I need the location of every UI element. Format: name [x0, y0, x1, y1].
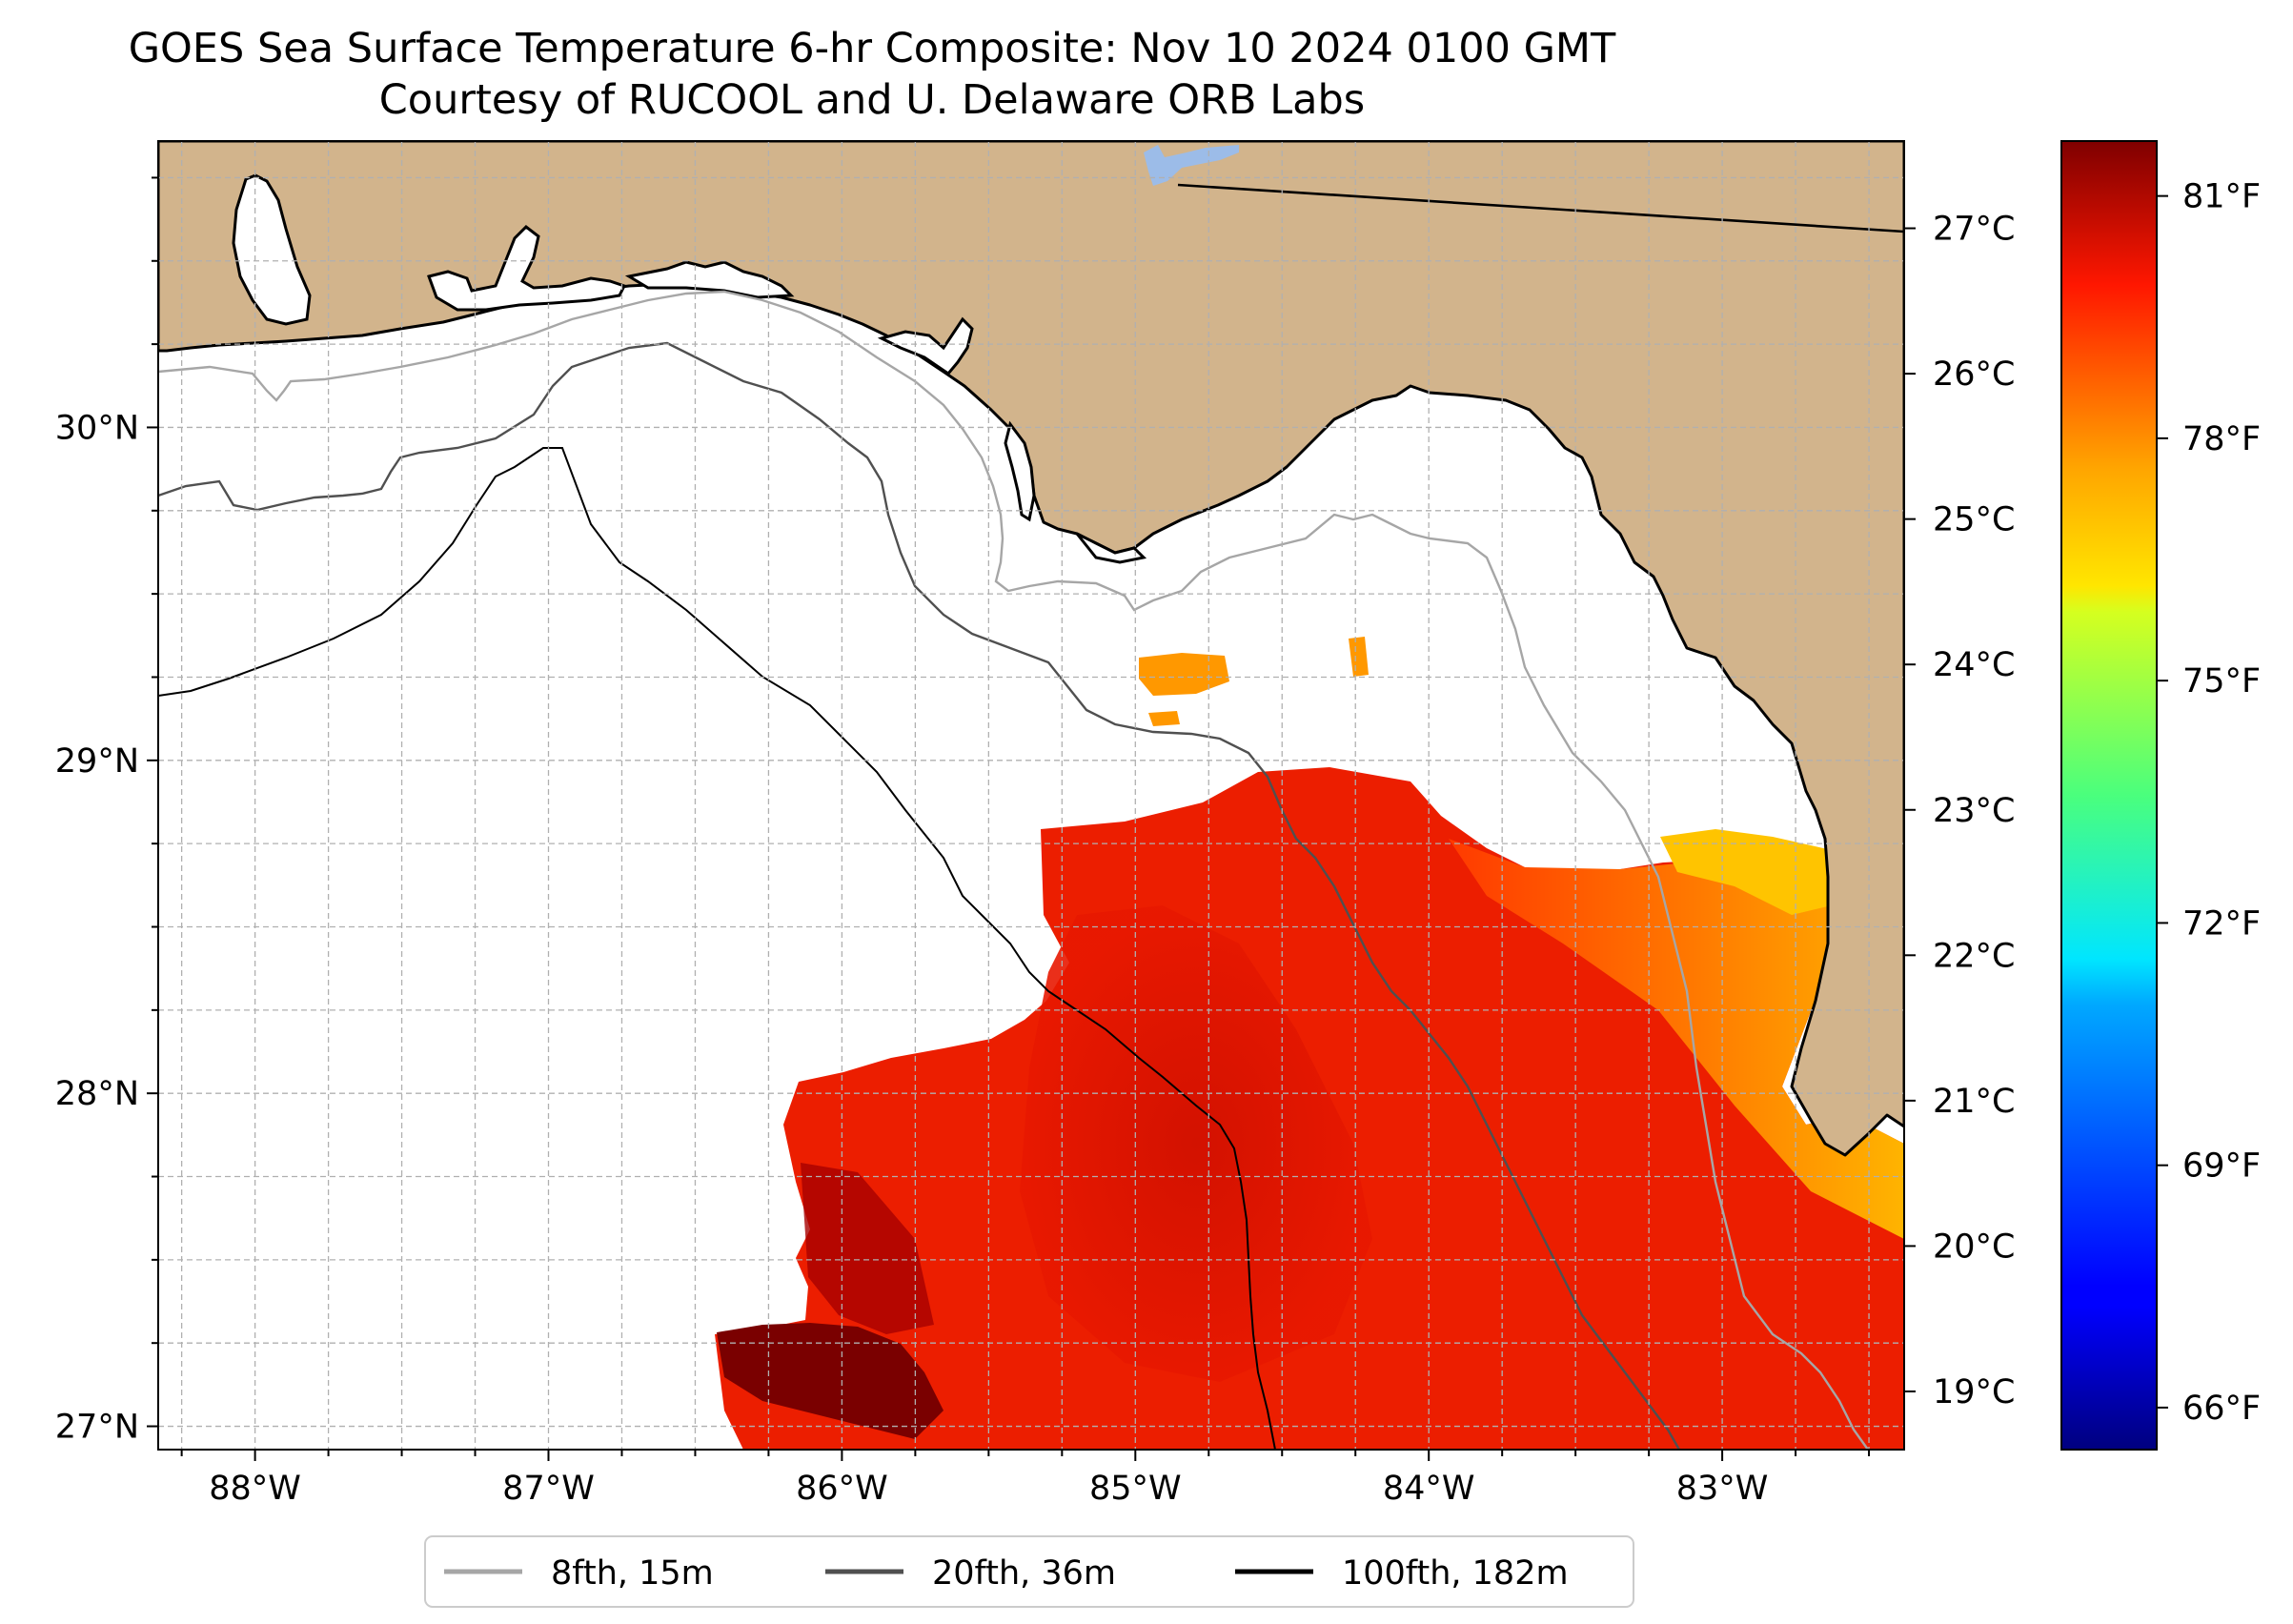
celsius-axis: 19°C 20°C 21°C 22°C 23°C 24°C 25°C 26°C 27°C [1904, 211, 2015, 1411]
lon-tick-label: 86°W [796, 1470, 888, 1508]
sst-isolated-patch-2 [1349, 637, 1369, 677]
fahrenheit-axis: 66°F 69°F 72°F 75°F 78°F 81°F [2157, 178, 2261, 1428]
map-axes: 88°W 87°W 86°W 85°W 84°W 83°W 27°N 28°N 29°N 30°… [55, 140, 2015, 1508]
fahrenheit-tick-label: 69°F [2182, 1147, 2261, 1186]
sst-northeast-yellow [1660, 829, 1832, 915]
celsius-tick-label: 25°C [1933, 501, 2015, 539]
lake-seminole [1144, 145, 1239, 186]
lon-tick-label: 87°W [502, 1470, 595, 1508]
legend: 8fth, 15m 20fth, 36m 100fth, 182m [424, 1535, 1634, 1608]
celsius-tick-label: 19°C [1933, 1373, 2015, 1411]
celsius-tick-label: 26°C [1933, 355, 2015, 394]
fahrenheit-tick-label: 72°F [2182, 904, 2261, 943]
map-subtitle: Courtesy of RUCOOL and U. Delaware ORB L… [378, 76, 1366, 124]
isobath-8fth [158, 290, 1869, 1450]
legend-label: 8fth, 15m [551, 1554, 714, 1593]
state-border [1177, 183, 1904, 233]
bay-stgeorge [1004, 420, 1036, 522]
legend-box [424, 1535, 1634, 1608]
lon-tick-label: 84°W [1383, 1470, 1475, 1508]
celsius-tick-label: 22°C [1933, 937, 2015, 975]
celsius-tick-label: 20°C [1933, 1228, 2015, 1266]
sst-west-dark-patch [717, 1323, 944, 1439]
lat-tick-label: 29°N [55, 742, 139, 781]
sst-field [715, 637, 1904, 1450]
map-frame [157, 140, 1905, 1451]
legend-label: 20fth, 36m [932, 1554, 1116, 1593]
map-title: GOES Sea Surface Temperature 6-hr Compos… [128, 25, 1616, 72]
colorbar-gradient [2060, 140, 2158, 1451]
celsius-tick-label: 27°C [1933, 211, 2015, 249]
latitude-axis: 27°N 28°N 29°N 30°N [55, 176, 158, 1447]
celsius-tick-label: 23°C [1933, 792, 2015, 830]
celsius-tick-label: 24°C [1933, 646, 2015, 684]
bay-mobile [232, 173, 312, 326]
bay-choctaw [624, 260, 795, 299]
gridlines [158, 141, 1904, 1450]
legend-label: 100fth, 182m [1342, 1554, 1569, 1593]
lon-tick-label: 83°W [1676, 1470, 1769, 1508]
fahrenheit-tick-label: 66°F [2182, 1390, 2261, 1428]
fahrenheit-tick-label: 78°F [2182, 420, 2261, 458]
lon-tick-label: 88°W [209, 1470, 301, 1508]
isobath-100fth [158, 447, 1276, 1450]
lat-tick-label: 30°N [55, 409, 139, 447]
colorbar: 66°F 69°F 72°F 75°F 78°F 81°F [2060, 140, 2261, 1451]
longitude-axis: 88°W 87°W 86°W 85°W 84°W 83°W [180, 1450, 1871, 1508]
isobaths [158, 290, 1869, 1450]
lat-tick-label: 28°N [55, 1075, 139, 1113]
isobath-20fth [158, 341, 1681, 1450]
fahrenheit-tick-label: 75°F [2182, 662, 2261, 700]
fahrenheit-tick-label: 81°F [2182, 178, 2261, 216]
bay-apalachee [1075, 532, 1147, 564]
bay-stjoseph [877, 316, 974, 376]
sst-east-warm-gradient [1449, 839, 1904, 1239]
sst-deep-core [1020, 905, 1372, 1382]
lon-tick-label: 85°W [1089, 1470, 1182, 1508]
celsius-tick-label: 21°C [1933, 1083, 2015, 1121]
sst-isolated-patch-1 [1139, 653, 1229, 696]
land [158, 141, 1904, 1157]
sst-isolated-patch-3 [1148, 711, 1180, 726]
sst-southwest-dark [801, 1163, 934, 1334]
lat-tick-label: 27°N [55, 1409, 139, 1447]
